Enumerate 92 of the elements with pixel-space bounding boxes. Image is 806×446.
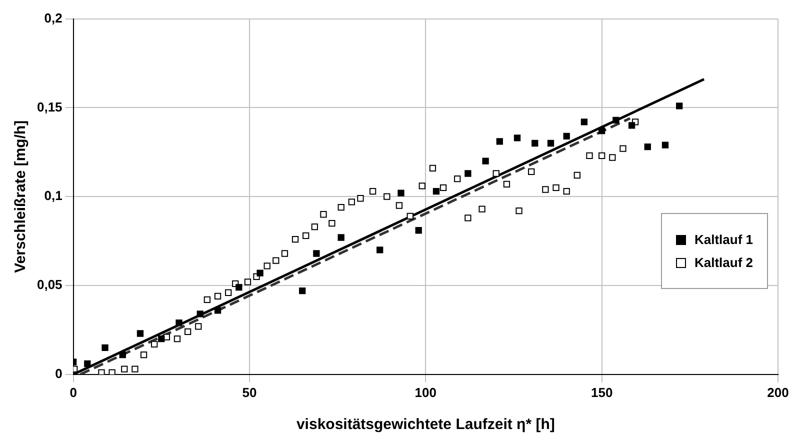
point — [598, 152, 606, 160]
point — [398, 190, 404, 196]
point — [676, 102, 683, 110]
point — [415, 227, 422, 234]
point — [195, 323, 202, 330]
point — [302, 232, 310, 240]
point — [516, 207, 522, 214]
point — [174, 336, 181, 342]
y-tick-label: 0 — [55, 366, 62, 381]
point — [620, 145, 626, 152]
point — [644, 143, 651, 150]
y-tick-label: 0,15 — [36, 99, 62, 114]
point — [528, 168, 535, 176]
point — [158, 336, 165, 342]
y-tick-label: 0,2 — [44, 10, 62, 26]
point — [464, 214, 472, 222]
point — [586, 152, 593, 160]
point — [429, 164, 436, 172]
point — [140, 352, 148, 358]
point — [357, 195, 364, 202]
point — [320, 211, 327, 218]
point — [132, 366, 138, 372]
point — [163, 334, 170, 340]
point — [313, 250, 320, 257]
point — [84, 360, 91, 368]
point — [532, 140, 538, 147]
point — [236, 284, 242, 291]
point — [514, 134, 521, 142]
point — [136, 330, 144, 337]
point — [376, 246, 384, 254]
point — [338, 204, 344, 211]
point — [151, 340, 158, 348]
point — [119, 352, 126, 358]
point — [396, 202, 403, 209]
legend-label: Kaltlauf 2 — [694, 255, 753, 270]
point — [496, 138, 503, 145]
point — [281, 250, 288, 257]
point — [662, 142, 669, 148]
point — [542, 186, 549, 193]
point — [214, 292, 222, 300]
y-tick-label: 0,05 — [36, 277, 62, 292]
point — [299, 288, 306, 294]
point — [311, 224, 318, 230]
point — [432, 188, 440, 195]
point — [102, 344, 108, 352]
point — [598, 127, 606, 134]
point — [369, 188, 376, 195]
point — [628, 122, 636, 129]
point — [482, 158, 489, 164]
x-axis-title: viskositätsgewichtete Laufzeit η* [h] — [296, 416, 555, 434]
point — [454, 175, 461, 182]
x-tick-label: 200 — [767, 384, 789, 400]
y-tick-label: 0,1 — [44, 188, 62, 204]
point — [184, 328, 192, 336]
point — [503, 180, 510, 188]
x-tick-label: 50 — [242, 384, 257, 400]
point — [612, 116, 620, 124]
legend-label: Kaltlauf 1 — [694, 232, 753, 247]
point — [272, 257, 280, 264]
point — [563, 132, 570, 140]
point — [418, 182, 426, 190]
point — [348, 198, 355, 206]
point — [196, 310, 204, 318]
point — [108, 369, 116, 374]
point — [609, 154, 616, 161]
point — [264, 262, 270, 270]
point — [98, 369, 105, 374]
x-tick-label: 150 — [590, 384, 613, 400]
point — [547, 140, 554, 147]
point — [214, 307, 222, 314]
point — [563, 188, 570, 195]
point — [406, 212, 414, 220]
point — [552, 184, 560, 192]
point — [292, 236, 299, 243]
point — [580, 118, 588, 126]
point — [384, 193, 390, 200]
point — [121, 366, 128, 372]
x-tick-label: 100 — [414, 384, 436, 400]
point — [440, 184, 447, 192]
point — [574, 172, 580, 179]
point — [256, 270, 264, 276]
point — [338, 234, 344, 241]
y-axis-title: Verschleißrate [mg/h] — [12, 120, 30, 273]
point — [204, 296, 211, 304]
point — [464, 170, 472, 177]
point — [225, 289, 232, 296]
point — [244, 278, 252, 286]
point — [492, 170, 500, 177]
point — [176, 320, 182, 326]
point — [328, 220, 336, 227]
point — [478, 206, 486, 212]
x-tick-label: 0 — [70, 384, 77, 400]
